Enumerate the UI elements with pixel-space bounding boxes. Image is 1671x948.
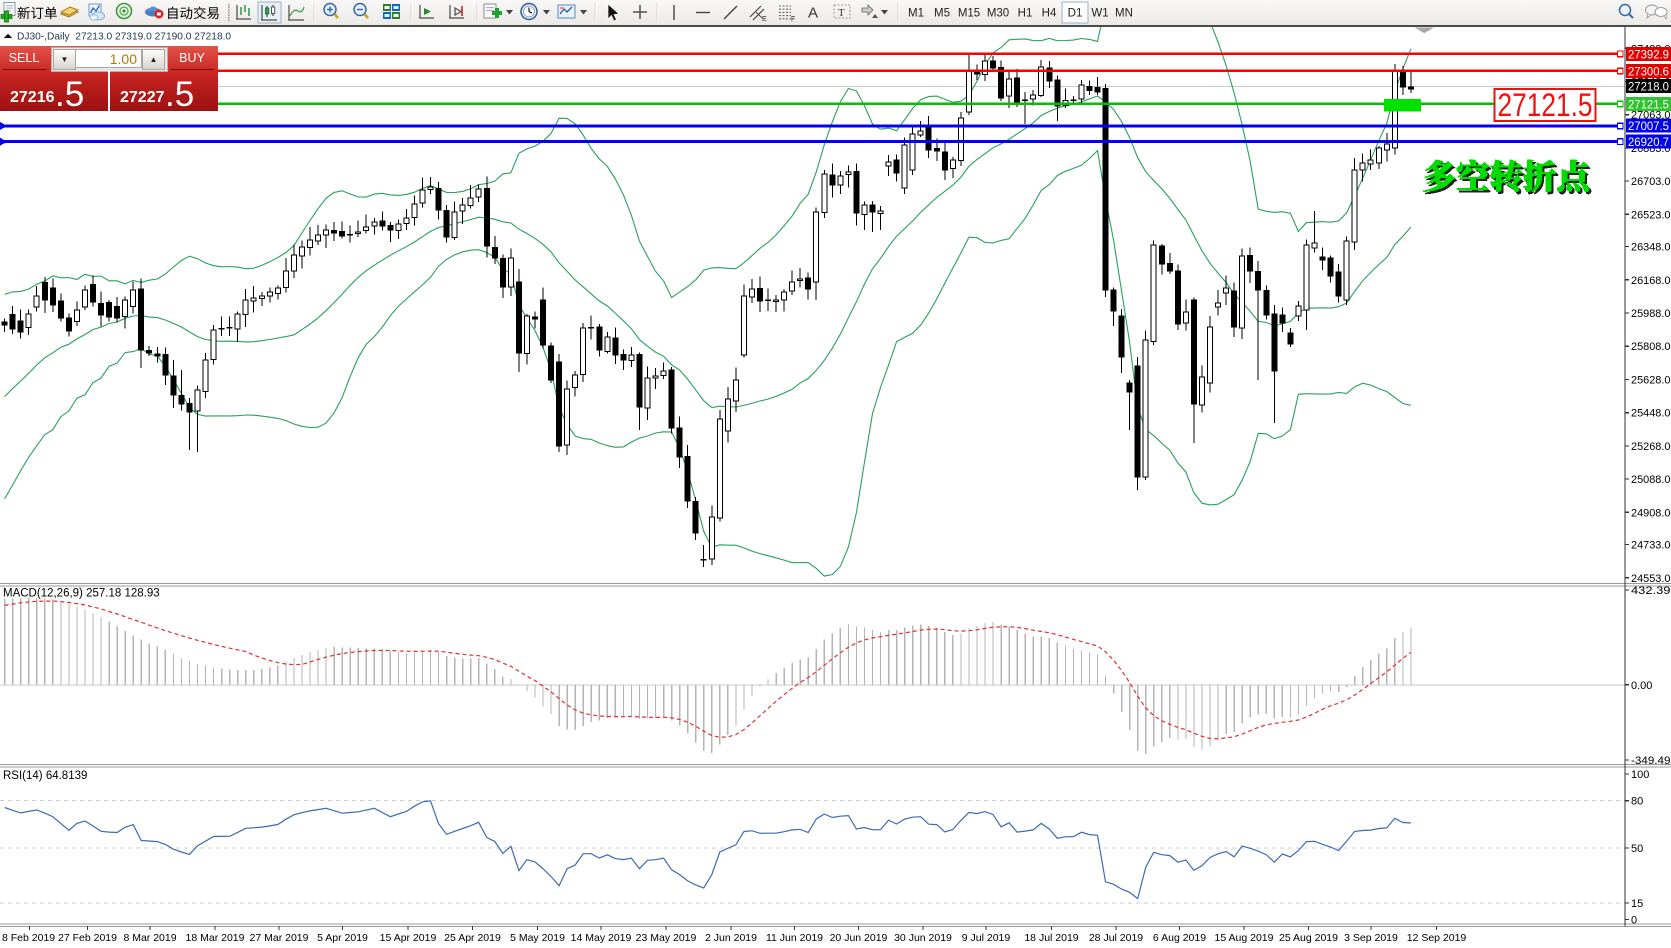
svg-text:27121.5: 27121.5 [1498,87,1593,123]
svg-text:26168.0: 26168.0 [1631,275,1671,287]
svg-text:E: E [762,16,767,23]
svg-text:80: 80 [1631,796,1643,808]
svg-text:25628.0: 25628.0 [1631,375,1671,387]
svg-text:DJ30-,Daily 27213.0 27319.0 2: DJ30-,Daily 27213.0 27319.0 27190.0 2721… [17,32,231,43]
svg-text:25 Aug 2019: 25 Aug 2019 [1279,932,1338,944]
svg-text:0: 0 [1631,914,1637,926]
svg-text:28 Jul 2019: 28 Jul 2019 [1089,932,1143,944]
svg-text:30 Jun 2019: 30 Jun 2019 [894,932,952,944]
svg-text:25088.0: 25088.0 [1631,474,1671,486]
svg-text:100: 100 [1631,769,1649,781]
svg-text:26523.0: 26523.0 [1631,209,1671,221]
svg-text:27300.6: 27300.6 [1628,66,1669,78]
svg-text:W1: W1 [1091,8,1108,20]
svg-text:A: A [808,5,818,22]
svg-text:14 May 2019: 14 May 2019 [571,932,632,944]
svg-text:18 Jul 2019: 18 Jul 2019 [1024,932,1078,944]
svg-text:M30: M30 [987,8,1009,20]
svg-text:25988.0: 25988.0 [1631,308,1671,320]
svg-text:26703.0: 26703.0 [1631,176,1671,188]
svg-text:5 May 2019: 5 May 2019 [510,932,565,944]
svg-text:3 Sep 2019: 3 Sep 2019 [1344,932,1398,944]
svg-text:H4: H4 [1042,8,1057,20]
svg-text:F: F [791,16,795,23]
svg-text:D1: D1 [1068,8,1083,20]
svg-text:27 Mar 2019: 27 Mar 2019 [250,932,309,944]
svg-text:432.39: 432.39 [1631,585,1671,597]
svg-text:5 Apr 2019: 5 Apr 2019 [317,932,368,944]
svg-text:50: 50 [1631,843,1643,855]
svg-text:18 Mar 2019: 18 Mar 2019 [186,932,245,944]
svg-text:RSI(14) 64.8139: RSI(14) 64.8139 [3,770,87,782]
svg-text:24733.0: 24733.0 [1631,540,1671,552]
svg-text:27 Feb 2019: 27 Feb 2019 [58,932,117,944]
svg-text:2 Jun 2019: 2 Jun 2019 [705,932,757,944]
svg-text:25 Apr 2019: 25 Apr 2019 [444,932,501,944]
svg-text:-349.49: -349.49 [1631,755,1671,767]
svg-text:MACD(12,26,9) 257.18 128.93: MACD(12,26,9) 257.18 128.93 [3,588,160,600]
svg-text:8 Feb 2019: 8 Feb 2019 [2,932,55,944]
svg-text:15: 15 [1631,898,1643,910]
svg-text:20 Jun 2019: 20 Jun 2019 [830,932,888,944]
svg-text:T: T [838,7,845,19]
svg-text:6 Aug 2019: 6 Aug 2019 [1153,932,1206,944]
svg-text:23 May 2019: 23 May 2019 [636,932,697,944]
svg-text:M5: M5 [934,8,950,20]
svg-text:M1: M1 [908,8,924,20]
svg-text:9 Jul 2019: 9 Jul 2019 [962,932,1011,944]
svg-text:8 Mar 2019: 8 Mar 2019 [123,932,176,944]
svg-text:26348.0: 26348.0 [1631,242,1671,254]
svg-text:15 Aug 2019: 15 Aug 2019 [1215,932,1274,944]
svg-text:15 Apr 2019: 15 Apr 2019 [380,932,437,944]
svg-text:11 Jun 2019: 11 Jun 2019 [766,932,823,944]
svg-text:27218.0: 27218.0 [1628,82,1669,94]
svg-text:12 Sep 2019: 12 Sep 2019 [1407,932,1467,944]
svg-text:25268.0: 25268.0 [1631,441,1671,453]
svg-text:25808.0: 25808.0 [1631,341,1671,353]
svg-text:27392.9: 27392.9 [1628,49,1669,61]
svg-text:27121.5: 27121.5 [1628,99,1669,111]
svg-text:25448.0: 25448.0 [1631,408,1671,420]
svg-text:24553.0: 24553.0 [1631,573,1671,585]
svg-text:H1: H1 [1018,8,1033,20]
svg-text:24908.0: 24908.0 [1631,507,1671,519]
svg-text:M15: M15 [958,8,980,20]
svg-text:MN: MN [1115,8,1133,20]
svg-text:0.00: 0.00 [1631,680,1652,692]
svg-text:26920.7: 26920.7 [1628,137,1669,149]
svg-text:27007.5: 27007.5 [1628,121,1669,133]
